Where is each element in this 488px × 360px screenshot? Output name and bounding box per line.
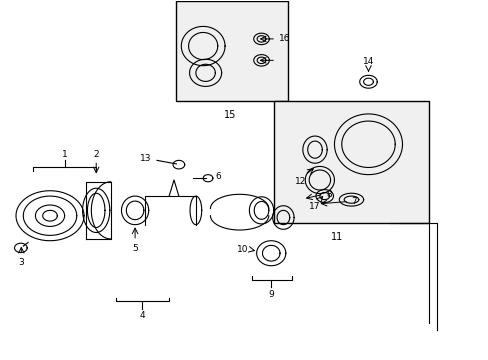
Text: 17: 17 <box>308 202 320 211</box>
Text: 15: 15 <box>224 111 236 120</box>
Text: 2: 2 <box>93 149 99 158</box>
Text: 6: 6 <box>215 172 221 181</box>
Text: 13: 13 <box>140 154 151 163</box>
Text: 5: 5 <box>132 244 138 253</box>
Text: 7: 7 <box>351 197 357 206</box>
Text: 1: 1 <box>61 149 67 158</box>
Text: 9: 9 <box>268 290 274 299</box>
Text: 4: 4 <box>139 311 145 320</box>
Text: 16: 16 <box>278 35 289 44</box>
Bar <box>176 1 287 102</box>
Text: 14: 14 <box>362 57 373 66</box>
Text: 8: 8 <box>325 190 331 199</box>
Bar <box>273 102 428 223</box>
Text: 11: 11 <box>330 232 342 242</box>
Text: 3: 3 <box>19 258 24 267</box>
Text: 10: 10 <box>236 245 248 254</box>
Text: 12: 12 <box>294 177 305 186</box>
